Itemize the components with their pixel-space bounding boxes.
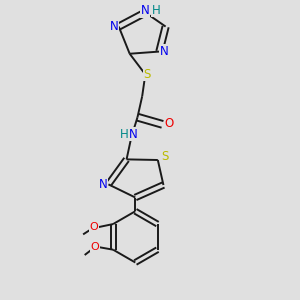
Text: N: N xyxy=(159,45,168,58)
Text: O: O xyxy=(165,117,174,130)
Text: S: S xyxy=(161,150,168,163)
Text: N: N xyxy=(128,128,137,141)
Text: H: H xyxy=(120,128,129,141)
Text: O: O xyxy=(91,242,99,252)
Text: H: H xyxy=(152,4,161,16)
Text: O: O xyxy=(90,222,98,232)
Text: N: N xyxy=(141,4,150,17)
Text: N: N xyxy=(110,20,119,33)
Text: N: N xyxy=(98,178,107,191)
Text: S: S xyxy=(143,68,151,81)
